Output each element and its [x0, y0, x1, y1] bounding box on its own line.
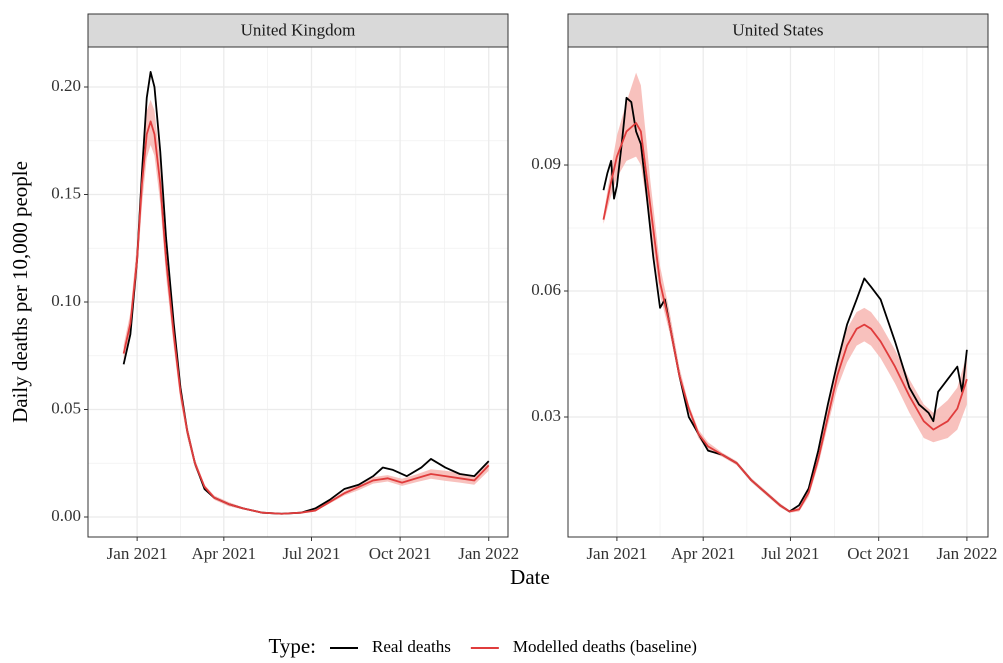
- legend: Type: Real deaths Modelled deaths (baseli…: [268, 634, 696, 658]
- confidence-band: [603, 72, 967, 513]
- x-tick-label: Jul 2021: [761, 544, 819, 563]
- legend-label: Modelled deaths (baseline): [513, 637, 697, 656]
- x-tick-label: Oct 2021: [369, 544, 432, 563]
- y-tick-label: 0.10: [51, 291, 81, 310]
- legend-title: Type:: [268, 634, 316, 658]
- y-tick-label: 0.06: [531, 280, 561, 299]
- y-tick-label: 0.15: [51, 183, 81, 202]
- x-tick-label: Apr 2021: [191, 544, 256, 563]
- x-tick-label: Oct 2021: [847, 544, 910, 563]
- legend-label: Real deaths: [372, 637, 451, 656]
- y-tick-label: 0.20: [51, 76, 81, 95]
- y-tick-label: 0.09: [531, 154, 561, 173]
- x-tick-label: Jan 2022: [936, 544, 997, 563]
- y-tick-label: 0.00: [51, 506, 81, 525]
- strip-title: United Kingdom: [241, 20, 356, 39]
- x-tick-label: Jan 2021: [107, 544, 168, 563]
- strip: [87, 13, 509, 48]
- line: [602, 122, 968, 513]
- strip: [567, 13, 989, 48]
- panel-border: [87, 46, 509, 538]
- y-axis-title: Daily deaths per 10,000 people: [8, 161, 32, 423]
- line: [122, 120, 490, 515]
- strip-title: United States: [732, 20, 823, 39]
- x-tick-label: Jan 2021: [586, 544, 647, 563]
- x-tick-label: Jan 2022: [458, 544, 519, 563]
- x-tick-label: Jul 2021: [282, 544, 340, 563]
- confidence-band: [123, 99, 489, 515]
- x-axis-title: Date: [510, 565, 550, 589]
- x-tick-label: Apr 2021: [671, 544, 736, 563]
- y-tick-label: 0.05: [51, 398, 81, 417]
- y-tick-label: 0.03: [531, 406, 561, 425]
- panel-border: [567, 46, 989, 538]
